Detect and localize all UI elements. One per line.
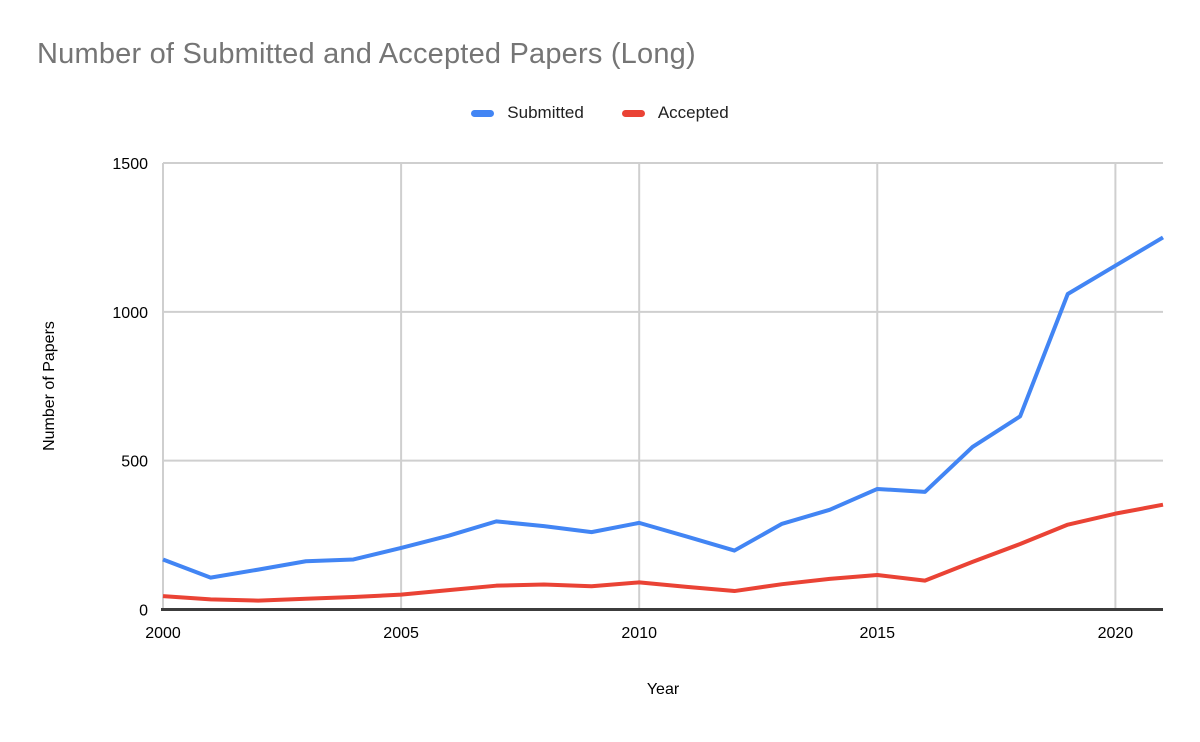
series-line-accepted (162, 502, 1164, 603)
legend: Submitted Accepted (0, 101, 1200, 125)
legend-label-accepted: Accepted (657, 103, 729, 122)
x-axis-tick-label: 2010 (621, 625, 657, 642)
legend-swatch-accepted-icon (621, 109, 645, 117)
legend-item-accepted: Accepted (621, 103, 729, 123)
y-axis-tick-label: 500 (121, 454, 148, 471)
x-axis-title: Year (646, 681, 680, 698)
legend-swatch-submitted-icon (471, 109, 495, 117)
x-axis-tick-label: 2000 (145, 625, 181, 642)
y-axis-tick-label: 0 (139, 603, 148, 620)
y-axis-tick-label: 1500 (112, 156, 148, 173)
x-axis-tick-label: 2005 (383, 625, 419, 642)
series-line-submitted (162, 235, 1165, 580)
legend-label-submitted: Submitted (507, 103, 584, 122)
chart-title: Number of Submitted and Accepted Papers … (37, 38, 696, 70)
x-axis-tick-label: 2015 (859, 625, 895, 642)
y-axis-title: Number of Papers (41, 321, 58, 451)
x-axis-tick-label: 2020 (1098, 625, 1134, 642)
legend-item-submitted: Submitted (471, 103, 584, 123)
y-axis-tick-label: 1000 (112, 305, 148, 322)
